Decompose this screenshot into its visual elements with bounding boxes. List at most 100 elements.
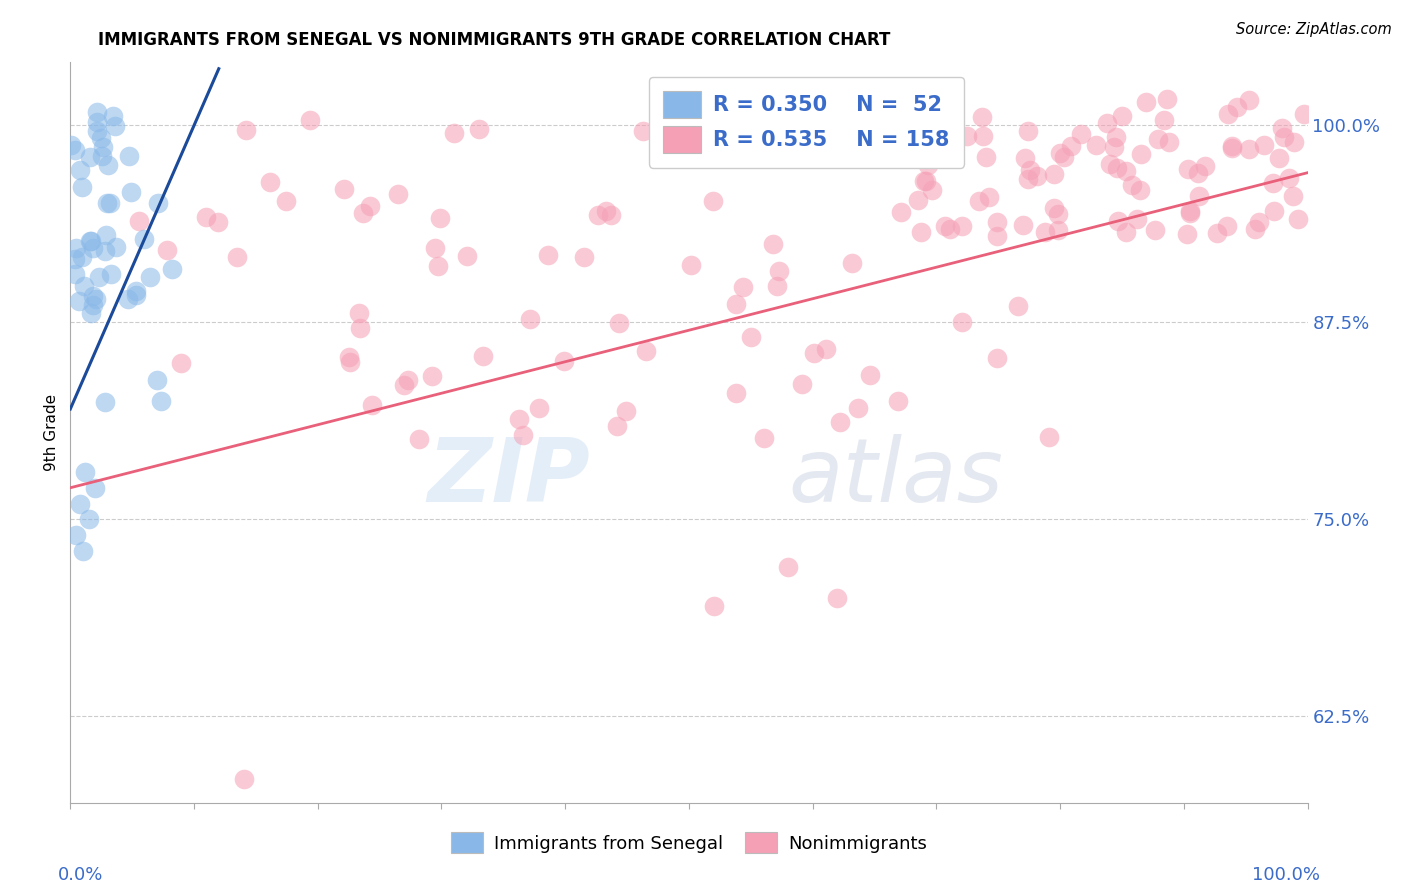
Point (1263, 204, 1285, 219)
Point (1239, 93, 1261, 107)
Point (97, 158, 120, 172)
Point (443, 126, 465, 140)
Point (1102, 140, 1125, 154)
Point (298, 113, 321, 128)
Point (94, 227, 117, 242)
Point (82, 289, 104, 303)
Point (207, 215, 229, 229)
Point (986, 351, 1008, 366)
Point (1187, 166, 1209, 180)
Point (132, 231, 155, 245)
Point (512, 427, 534, 442)
Point (352, 205, 374, 219)
Point (149, 393, 172, 408)
Point (679, 258, 702, 272)
Point (974, 150, 997, 164)
Point (1178, 205, 1201, 219)
Point (986, 228, 1008, 243)
Text: 0.0%: 0.0% (58, 866, 103, 884)
Point (194, 210, 217, 224)
Point (1105, 161, 1128, 176)
Point (1144, 223, 1167, 237)
Point (830, 415, 852, 429)
Point (907, 193, 929, 207)
Point (80, 235, 103, 249)
Point (1220, 141, 1243, 155)
Point (75, 465, 97, 479)
Point (100, 195, 122, 210)
Point (1263, 176, 1285, 190)
Text: IMMIGRANTS FROM SENEGAL VS NONIMMIGRANTS 9TH GRADE CORRELATION CHART: IMMIGRANTS FROM SENEGAL VS NONIMMIGRANTS… (98, 31, 891, 49)
Point (103, 109, 125, 123)
Point (426, 260, 449, 274)
Point (79, 234, 101, 248)
Point (891, 109, 914, 123)
Text: atlas: atlas (787, 434, 1002, 520)
Point (86, 105, 108, 120)
Point (553, 353, 575, 368)
Point (595, 203, 617, 218)
Point (846, 401, 869, 415)
Point (1046, 223, 1069, 237)
Point (1175, 227, 1198, 241)
Point (724, 297, 747, 311)
Point (1049, 145, 1071, 160)
Point (887, 394, 910, 409)
Point (900, 122, 922, 136)
Text: 100.0%: 100.0% (1251, 866, 1320, 884)
Point (1156, 92, 1178, 106)
Point (105, 240, 128, 254)
Point (827, 591, 849, 605)
Point (814, 342, 837, 356)
Point (392, 377, 415, 392)
Point (752, 431, 775, 445)
Point (967, 194, 990, 208)
Point (1282, 189, 1305, 203)
Point (939, 222, 962, 236)
Point (118, 149, 141, 163)
Point (146, 373, 169, 387)
Point (156, 244, 179, 258)
Point (91, 140, 114, 154)
Point (423, 241, 446, 255)
Point (73, 278, 96, 293)
Point (508, 412, 530, 426)
Point (1194, 159, 1216, 173)
Point (1017, 172, 1039, 186)
Point (67, 294, 90, 309)
Point (90, 130, 112, 145)
Point (1105, 130, 1128, 145)
Point (1014, 152, 1036, 166)
Point (139, 269, 162, 284)
Point (60, 137, 83, 152)
Point (1053, 150, 1076, 164)
Point (1107, 214, 1129, 228)
Point (96, 196, 118, 211)
Point (890, 204, 912, 219)
Point (572, 250, 595, 264)
Point (1115, 163, 1137, 178)
Point (125, 287, 148, 301)
Point (950, 219, 973, 233)
Point (1205, 226, 1227, 240)
Point (65, 528, 87, 542)
Point (86, 115, 108, 129)
Point (408, 432, 430, 446)
Point (274, 194, 297, 208)
Point (740, 330, 762, 344)
Point (1188, 188, 1211, 202)
Point (128, 214, 150, 228)
Point (72, 250, 94, 264)
Point (1272, 130, 1295, 145)
Point (80, 306, 103, 320)
Point (100, 268, 122, 282)
Point (359, 199, 381, 213)
Point (606, 419, 628, 434)
Point (1157, 136, 1180, 150)
Point (70, 179, 93, 194)
Point (776, 559, 799, 574)
Point (1215, 219, 1237, 233)
Point (766, 279, 789, 293)
Point (986, 215, 1008, 229)
Point (1019, 163, 1042, 178)
